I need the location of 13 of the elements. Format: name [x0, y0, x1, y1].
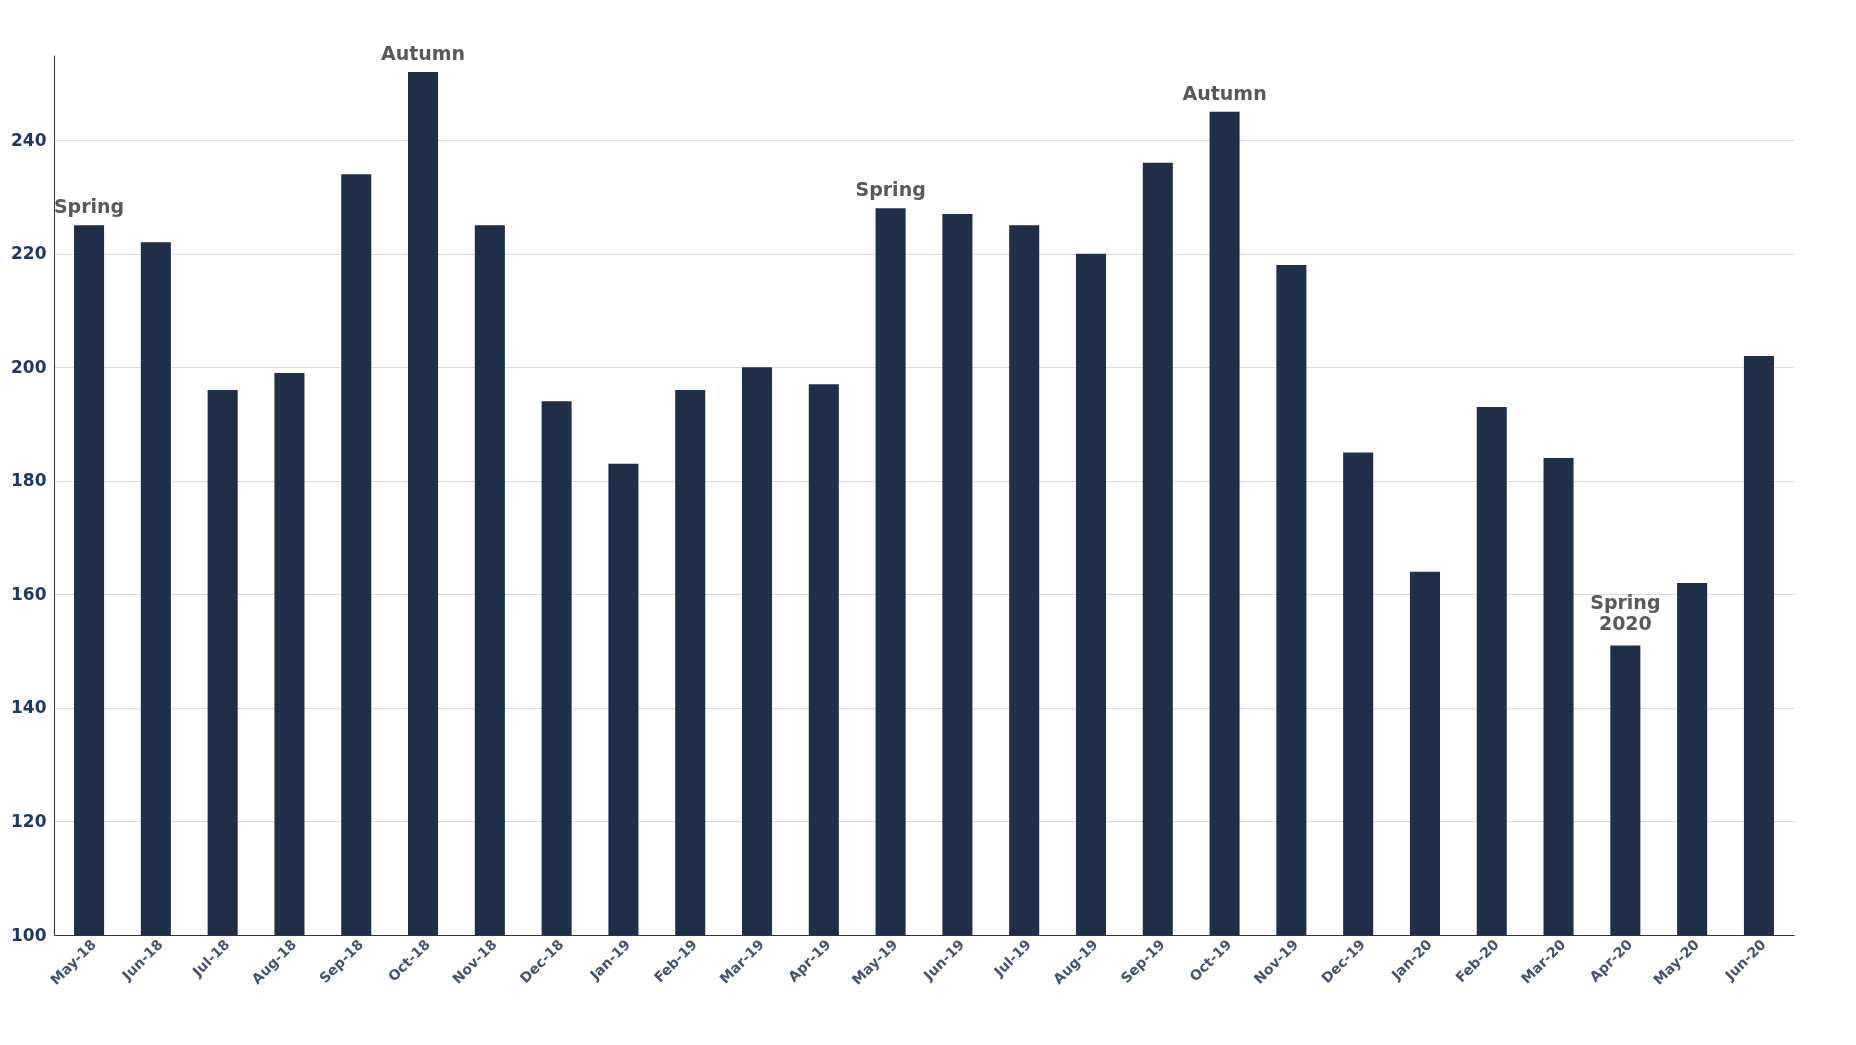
annotation: Spring	[53, 195, 125, 218]
y-tick-label: 120	[11, 810, 47, 831]
y-tick-label: 220	[11, 243, 47, 264]
y-tick-label: 180	[11, 470, 47, 491]
annotation: Spring	[855, 178, 926, 201]
y-tick-label: 100	[11, 924, 47, 945]
y-tick-label: 240	[11, 129, 47, 150]
y-tick-label: 200	[11, 356, 47, 377]
annotation: Spring 2020	[1590, 591, 1661, 635]
y-tick-label: 140	[11, 697, 47, 718]
annotation: Autumn	[380, 42, 466, 65]
y-tick-label: 160	[11, 583, 47, 604]
annotation: Autumn	[1182, 81, 1267, 104]
